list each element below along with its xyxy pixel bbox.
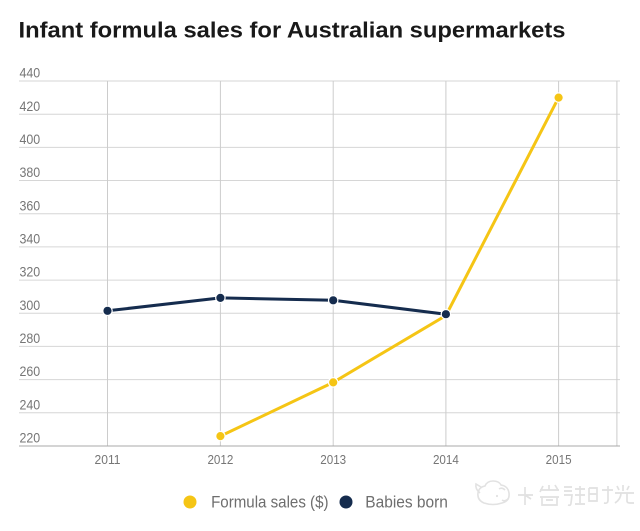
svg-text:340: 340 xyxy=(20,231,41,247)
svg-text:240: 240 xyxy=(20,396,41,412)
svg-text:2015: 2015 xyxy=(546,452,572,467)
svg-text:420: 420 xyxy=(20,98,41,114)
svg-text:400: 400 xyxy=(20,131,41,147)
svg-text:440: 440 xyxy=(20,65,41,81)
svg-text:Infant formula sales for Austr: Infant formula sales for Australian supe… xyxy=(19,17,566,42)
svg-text:2014: 2014 xyxy=(433,452,459,467)
svg-text:Babies born: Babies born xyxy=(365,494,448,512)
svg-text:Formula sales ($): Formula sales ($) xyxy=(211,494,328,512)
svg-text:360: 360 xyxy=(20,197,41,213)
svg-text:220: 220 xyxy=(20,430,41,446)
svg-text:320: 320 xyxy=(20,264,41,280)
svg-text:380: 380 xyxy=(20,164,41,180)
svg-text:2011: 2011 xyxy=(95,452,121,467)
svg-text:2013: 2013 xyxy=(320,452,346,467)
svg-text:260: 260 xyxy=(20,363,41,379)
svg-text:280: 280 xyxy=(20,330,41,346)
svg-text:2012: 2012 xyxy=(207,452,233,467)
svg-text:300: 300 xyxy=(20,297,41,313)
